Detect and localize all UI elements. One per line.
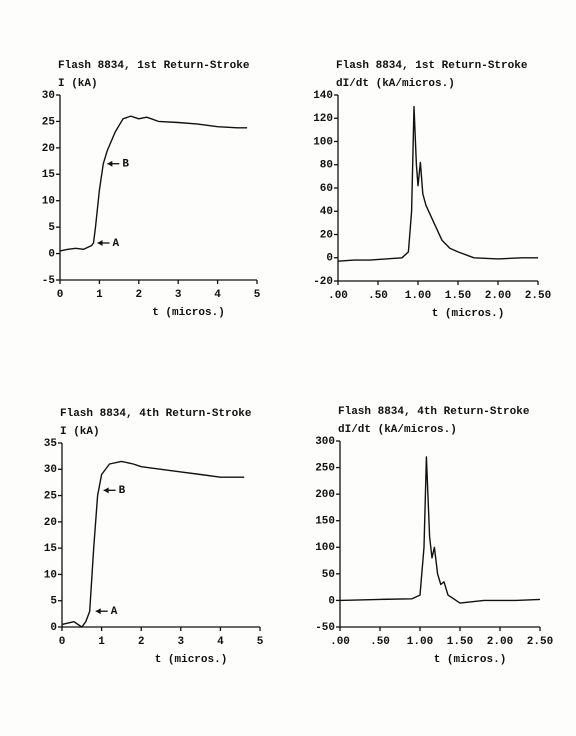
x-tick-label: 0	[57, 289, 64, 301]
y-tick-label: 0	[50, 622, 57, 634]
y-tick-label: 30	[42, 90, 55, 102]
annotation: A	[112, 238, 119, 250]
annotation-arrowhead	[97, 240, 103, 246]
y-tick-label: 5	[50, 596, 57, 608]
y-tick-label: 100	[313, 136, 333, 148]
x-tick-label: 1.50	[445, 290, 471, 302]
x-tick-label: 2	[135, 289, 142, 301]
x-axis-label: t (micros.)	[152, 307, 225, 319]
y-tick-label: 30	[44, 464, 57, 476]
x-tick-label: 3	[177, 636, 184, 648]
x-tick-label: 2.50	[525, 290, 551, 302]
y-tick-label: 150	[315, 516, 335, 528]
x-axis-label: t (micros.)	[155, 654, 228, 666]
y-tick-label: 300	[315, 436, 335, 448]
y-tick-label: 10	[42, 196, 55, 208]
y-tick-label: 10	[44, 569, 57, 581]
y-axis-label: dI/dt (kA/micros.)	[338, 424, 457, 436]
x-tick-label: .50	[370, 636, 390, 648]
x-axis-label: t (micros.)	[434, 654, 507, 666]
y-axis-label: dI/dt (kA/micros.)	[336, 78, 455, 90]
y-tick-label: 25	[44, 490, 58, 502]
y-tick-label: 35	[44, 438, 58, 450]
data-line	[59, 115, 248, 252]
x-tick-label: 2.50	[527, 636, 553, 648]
x-tick-label: 3	[175, 289, 182, 301]
y-tick-label: 20	[42, 143, 55, 155]
x-tick-label: 2	[138, 636, 145, 648]
y-tick-label: -50	[315, 622, 335, 634]
chart-title: Flash 8834, 1st Return-Stroke	[58, 60, 250, 72]
x-tick-label: .00	[328, 290, 348, 302]
x-tick-label: 1.50	[447, 636, 473, 648]
x-tick-label: .50	[368, 290, 388, 302]
x-tick-label: 0	[59, 636, 66, 648]
y-tick-label: 60	[320, 183, 333, 195]
y-tick-label: 200	[315, 489, 335, 501]
x-tick-label: 2.00	[487, 636, 513, 648]
y-tick-label: -20	[313, 276, 333, 288]
x-tick-label: .00	[330, 636, 350, 648]
annotation-arrowhead	[103, 487, 109, 494]
y-tick-label: 80	[320, 160, 333, 172]
annotation: B	[119, 485, 126, 497]
y-tick-label: 250	[315, 462, 335, 474]
y-tick-label: -5	[42, 275, 56, 287]
y-tick-label: 20	[44, 517, 57, 529]
y-tick-label: 50	[322, 569, 335, 581]
annotation: A	[111, 606, 118, 618]
x-tick-label: 1.00	[405, 290, 431, 302]
chart-title: Flash 8834, 4th Return-Stroke	[338, 406, 530, 418]
y-tick-label: 5	[48, 222, 55, 234]
data-line	[337, 105, 538, 262]
y-tick-label: 25	[42, 116, 56, 128]
y-tick-label: 0	[328, 595, 335, 607]
x-tick-label: 4	[214, 289, 221, 301]
x-tick-label: 2.00	[485, 290, 511, 302]
x-tick-label: 5	[257, 636, 264, 648]
y-tick-label: 20	[320, 229, 333, 241]
y-tick-label: 15	[42, 169, 56, 181]
x-tick-label: 1	[98, 636, 105, 648]
y-tick-label: 0	[326, 253, 333, 265]
y-tick-label: 15	[44, 543, 58, 555]
x-tick-label: 1	[96, 289, 103, 301]
x-tick-label: 5	[254, 289, 261, 301]
y-tick-label: 100	[315, 542, 335, 554]
x-tick-label: 1.00	[407, 636, 433, 648]
x-axis-label: t (micros.)	[432, 308, 505, 320]
chart-title: Flash 8834, 1st Return-Stroke	[336, 60, 528, 72]
annotation: B	[122, 159, 129, 171]
data-line	[61, 460, 245, 628]
y-tick-label: 0	[48, 248, 55, 260]
data-line	[339, 456, 541, 604]
chart-title: Flash 8834, 4th Return-Stroke	[60, 408, 252, 420]
annotation-arrowhead	[107, 160, 113, 167]
y-tick-label: 40	[320, 206, 333, 218]
x-tick-label: 4	[217, 636, 224, 648]
y-tick-label: 140	[313, 90, 333, 102]
y-axis-label: I (kA)	[60, 426, 100, 438]
annotation-arrowhead	[95, 608, 101, 615]
y-tick-label: 120	[313, 113, 333, 125]
y-axis-label: I (kA)	[58, 78, 98, 90]
